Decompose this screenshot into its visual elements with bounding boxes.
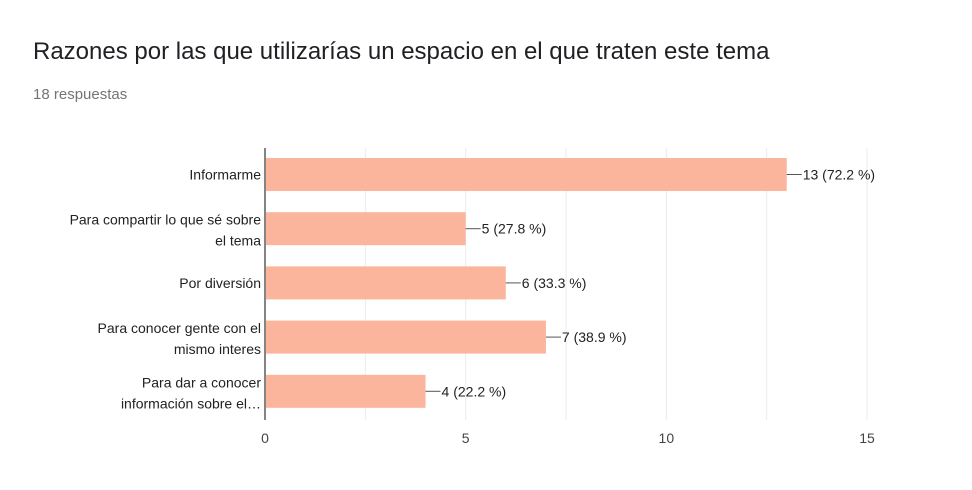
response-count: 18 respuestas (33, 86, 128, 103)
category-label: Para conocer gente con el mismo interes (98, 320, 261, 357)
bar (266, 266, 506, 300)
category-label: Para dar a conocer información sobre el… (121, 374, 261, 411)
x-tick-label: 10 (659, 430, 675, 446)
value-label: 5 (27.8 %) (482, 221, 547, 237)
chart-title: Razones por las que utilizarías un espac… (33, 38, 770, 65)
x-tick-label: 5 (462, 430, 470, 446)
value-label: 6 (33.3 %) (522, 275, 587, 291)
bar (266, 212, 466, 246)
value-label: 4 (22.2 %) (442, 383, 507, 399)
category-label: Para compartir lo que sé sobre el tema (70, 212, 262, 249)
value-label: 13 (72.2 %) (803, 167, 875, 183)
bar (266, 374, 426, 408)
x-tick-label: 15 (859, 430, 875, 446)
bar (266, 320, 546, 354)
category-label: Por diversión (179, 275, 261, 291)
value-label: 7 (38.9 %) (562, 329, 627, 345)
x-tick-label: 0 (261, 430, 269, 446)
category-label: Informarme (189, 167, 261, 183)
bar (266, 158, 787, 191)
